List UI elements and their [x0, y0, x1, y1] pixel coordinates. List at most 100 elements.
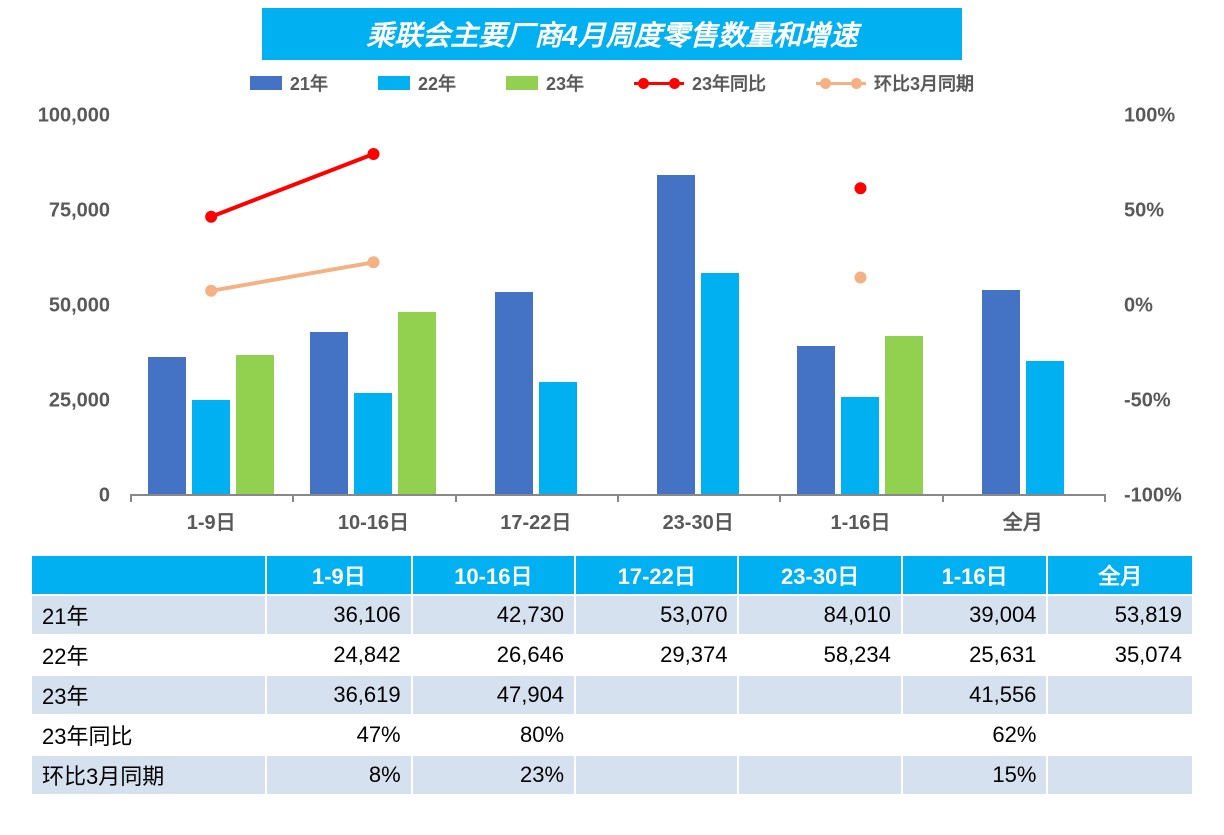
bar-group: [130, 116, 292, 494]
x-axis-label: 10-16日: [292, 506, 454, 535]
bar-group: [455, 116, 617, 494]
x-tick-mark: [942, 494, 944, 502]
table-cell: 84,010: [738, 595, 901, 635]
table-row: 23年同比47%80%62%: [31, 715, 1193, 755]
legend-item: 23年: [506, 70, 584, 96]
table-cell: [1047, 715, 1193, 755]
table-row: 环比3月同期8%23%15%: [31, 755, 1193, 795]
bar: [310, 332, 348, 494]
bar: [236, 355, 274, 494]
table-cell: 26,646: [412, 635, 575, 675]
table-cell: 41,556: [902, 675, 1048, 715]
table-row-label: 21年: [31, 595, 266, 635]
bar-group: [617, 116, 779, 494]
legend-label: 21年: [290, 70, 328, 96]
table-cell: [738, 755, 901, 795]
table-cell: [1047, 675, 1193, 715]
table-cell: [738, 675, 901, 715]
table-cell: 15%: [902, 755, 1048, 795]
table-cell: 53,070: [575, 595, 738, 635]
table-cell: 36,106: [266, 595, 412, 635]
table-cell: [738, 715, 901, 755]
table-cell: 42,730: [412, 595, 575, 635]
legend-label: 23年同比: [692, 70, 766, 96]
x-tick-mark: [130, 494, 132, 502]
legend-swatch: [250, 76, 282, 90]
y-left-tick: 50,000: [30, 295, 120, 318]
table-row: 23年36,61947,90441,556: [31, 675, 1193, 715]
y-left-tick: 75,000: [30, 200, 120, 223]
chart-container: 乘联会主要厂商4月周度零售数量和增速 21年22年23年23年同比环比3月同期 …: [0, 0, 1224, 806]
bar: [539, 382, 577, 494]
table-cell: 39,004: [902, 595, 1048, 635]
bar: [797, 346, 835, 494]
table-header-cell: 全月: [1047, 555, 1193, 595]
plot-area: [130, 116, 1104, 496]
table-cell: [575, 715, 738, 755]
table-header-cell: [31, 555, 266, 595]
bar: [354, 393, 392, 494]
y-right-tick: 0%: [1114, 295, 1194, 318]
y-left-tick: 25,000: [30, 390, 120, 413]
x-axis-label: 1-9日: [130, 506, 292, 535]
chart-title: 乘联会主要厂商4月周度零售数量和增速: [262, 8, 962, 60]
chart-area: 025,00050,00075,000100,000 -100%-50%0%50…: [30, 116, 1194, 546]
legend: 21年 22年 23年 23年同比 环比3月同期: [30, 70, 1194, 96]
y-right-tick: -50%: [1114, 390, 1194, 413]
table-header-cell: 10-16日: [412, 555, 575, 595]
bar: [398, 312, 436, 494]
bar: [657, 175, 695, 494]
table-cell: 24,842: [266, 635, 412, 675]
bar-groups: [130, 116, 1104, 494]
table-cell: 29,374: [575, 635, 738, 675]
bar-group: [942, 116, 1104, 494]
bar-group: [292, 116, 454, 494]
y-right-tick: -100%: [1114, 485, 1194, 508]
table-cell: [575, 755, 738, 795]
y-left-tick: 100,000: [30, 105, 120, 128]
x-axis-label: 1-16日: [779, 506, 941, 535]
table-cell: 58,234: [738, 635, 901, 675]
table-cell: 62%: [902, 715, 1048, 755]
table-row: 21年36,10642,73053,07084,01039,00453,819: [31, 595, 1193, 635]
table-cell: 35,074: [1047, 635, 1193, 675]
table-cell: 80%: [412, 715, 575, 755]
table-header-cell: 1-16日: [902, 555, 1048, 595]
bar: [495, 292, 533, 494]
table-row: 22年24,84226,64629,37458,23425,63135,074: [31, 635, 1193, 675]
bar: [885, 336, 923, 494]
table-cell: 25,631: [902, 635, 1048, 675]
legend-label: 23年: [546, 70, 584, 96]
legend-item: 环比3月同期: [816, 70, 974, 96]
y-right-tick: 100%: [1114, 105, 1194, 128]
table-header-cell: 17-22日: [575, 555, 738, 595]
bar: [701, 273, 739, 494]
x-axis-labels: 1-9日10-16日17-22日23-30日1-16日全月: [130, 506, 1104, 535]
bar: [192, 400, 230, 494]
y-axis-right: -100%-50%0%50%100%: [1114, 116, 1194, 496]
x-axis-label: 23-30日: [617, 506, 779, 535]
legend-item: 22年: [378, 70, 456, 96]
bar: [1026, 361, 1064, 494]
x-tick-mark: [455, 494, 457, 502]
bar: [148, 357, 186, 494]
legend-label: 环比3月同期: [874, 70, 974, 96]
table-body: 21年36,10642,73053,07084,01039,00453,8192…: [31, 595, 1193, 795]
table-cell: 36,619: [266, 675, 412, 715]
legend-swatch: [506, 76, 538, 90]
table-cell: 8%: [266, 755, 412, 795]
bar: [841, 397, 879, 494]
y-left-tick: 0: [30, 485, 120, 508]
y-axis-left: 025,00050,00075,000100,000: [30, 116, 120, 496]
table-header: 1-9日10-16日17-22日23-30日1-16日全月: [31, 555, 1193, 595]
x-tick-mark: [292, 494, 294, 502]
y-right-tick: 50%: [1114, 200, 1194, 223]
x-axis-label: 17-22日: [455, 506, 617, 535]
table-row-label: 环比3月同期: [31, 755, 266, 795]
bar: [982, 290, 1020, 495]
legend-swatch: [378, 76, 410, 90]
legend-label: 22年: [418, 70, 456, 96]
table-cell: [1047, 755, 1193, 795]
table-cell: [575, 675, 738, 715]
table-header-cell: 23-30日: [738, 555, 901, 595]
